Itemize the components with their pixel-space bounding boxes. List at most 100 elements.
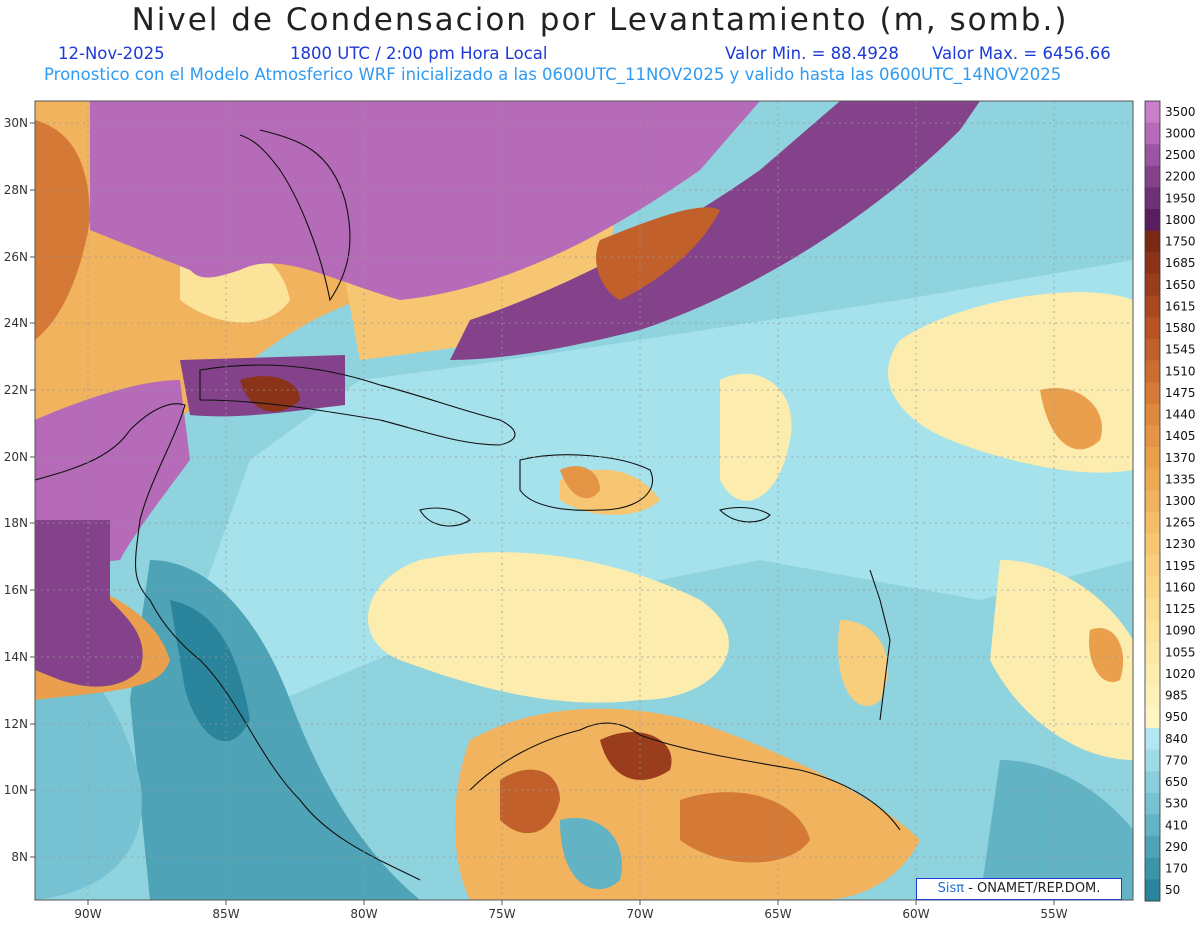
colorbar-swatch-1160 [1145,576,1160,599]
lat-tick-22N: 22N [4,383,28,397]
colorbar-label-1335: 1335 [1165,472,1196,486]
lat-tick-28N: 28N [4,183,28,197]
colorbar-swatch-1055 [1145,641,1160,664]
field-teal-pacific [35,640,142,900]
field-yellow-caribbean [367,552,729,703]
colorbar-label-840: 840 [1165,732,1188,746]
coast-cuba [199,364,516,446]
colorbar-label-1230: 1230 [1165,537,1196,551]
lat-tick-24N: 24N [4,316,28,330]
colorbar-swatch-770 [1145,749,1160,772]
colorbar-swatch-1685 [1145,252,1160,275]
coast-florida [239,129,351,302]
field-hispaniola-orange [560,466,600,499]
colorbar-label-1510: 1510 [1165,364,1196,378]
field-purple-guatemala [35,520,143,687]
colorbar-label-1580: 1580 [1165,321,1196,335]
colorbar-label-1090: 1090 [1165,624,1196,638]
colorbar-label-1300: 1300 [1165,494,1196,508]
map-frame [34,100,1134,901]
lon-tick-55W: 55W [1040,907,1067,921]
lon-tick-labels: 90W 85W 80W 75W 70W 65W 60W 55W [74,900,1068,921]
lat-tick-labels: 8N 10N 12N 14N 16N 18N 20N 22N 24N 26N 28N 30N [4,116,35,864]
colorbar-label-1750: 1750 [1165,235,1196,249]
colorbar-label-530: 530 [1165,797,1188,811]
lat-tick-8N: 8N [11,850,28,864]
time-label: 1800 UTC / 2:00 pm Hora Local [290,44,548,63]
credit-box: Sisπ - ONAMET/REP.DOM. [916,878,1122,900]
colorbar-swatch-530 [1145,792,1160,816]
colorbar-swatch-1615 [1145,295,1160,318]
colorbar-swatch-1750 [1145,230,1160,253]
colorbar-label-770: 770 [1165,753,1188,767]
colorbar-label-1440: 1440 [1165,408,1196,422]
colorbar-swatch-650 [1145,771,1160,794]
colorbar-swatch-1265 [1145,511,1160,534]
map-title: Nivel de Condensacion por Levantamiento … [131,2,1069,38]
colorbar-swatch-1800 [1145,209,1160,232]
colorbar-label-1405: 1405 [1165,429,1196,443]
colorbar-swatch-1125 [1145,598,1160,621]
lat-tick-26N: 26N [4,250,28,264]
field-purple-florida [90,101,760,300]
colorbar-swatch-50 [1145,879,1160,902]
lon-tick-70W: 70W [626,907,653,921]
colorbar-swatch-1440 [1145,403,1160,426]
colorbar-label-2500: 2500 [1165,148,1196,162]
colorbar-label-1125: 1125 [1165,602,1196,616]
field-texas-orange [35,120,90,340]
coast-hispaniola [519,454,654,511]
colorbar-swatch-1300 [1145,490,1160,513]
field-yellow-antilles [838,620,888,707]
credit-org: - ONAMET/REP.DOM. [968,881,1101,896]
colorbar-label-650: 650 [1165,775,1188,789]
colorbar-label-410: 410 [1165,818,1188,832]
coast-jamaica [419,507,471,527]
coast-puerto-rico [718,506,771,523]
colorbar-label-1020: 1020 [1165,667,1196,681]
max-value-label: Valor Max. = 6456.66 [932,44,1111,63]
colorbar-label-1475: 1475 [1165,386,1196,400]
colorbar-swatch-410 [1145,814,1160,837]
colorbar-swatch-950 [1145,706,1160,729]
colorbar-label-2200: 2200 [1165,170,1196,184]
colorbar-label-1615: 1615 [1165,299,1196,313]
colorbar-label-1950: 1950 [1165,191,1196,205]
colorbar-swatch-840 [1145,728,1160,751]
forecast-info: Pronostico con el Modelo Atmosferico WRF… [44,65,1062,84]
colorbar: 3500 3000 2500 2200 1950 1800 1750 1685 1650 1615… [1144,100,1196,902]
colorbar-label-1370: 1370 [1165,451,1196,465]
field-orange-east [1089,628,1124,682]
lat-tick-10N: 10N [4,783,28,797]
colorbar-label-50: 50 [1165,883,1180,897]
lat-tick-18N: 18N [4,516,28,530]
lon-tick-65W: 65W [764,907,791,921]
lon-tick-80W: 80W [350,907,377,921]
colorbar-swatch-1950 [1145,187,1160,210]
colorbar-swatch-1195 [1145,555,1160,578]
field-band-brown [596,207,720,300]
colorbar-swatch-3500 [1145,101,1160,124]
colorbar-swatch-1230 [1145,533,1160,556]
lon-tick-60W: 60W [902,907,929,921]
colorbar-swatch-1650 [1145,273,1160,297]
colorbar-label-3500: 3500 [1165,105,1196,119]
credit-sis: Sisπ [937,881,965,896]
colorbar-swatch-1580 [1145,317,1160,340]
colorbar-swatch-1475 [1145,382,1160,405]
colorbar-swatch-1510 [1145,360,1160,383]
colorbar-frame [1144,100,1161,902]
colorbar-label-1800: 1800 [1165,213,1196,227]
colorbar-swatch-1370 [1145,446,1160,470]
colorbar-swatch-3000 [1145,122,1160,145]
field-orange-atlantic [1040,388,1102,450]
field-venezuela-brown [600,731,672,780]
colorbar-label-1160: 1160 [1165,580,1196,594]
date-label: 12-Nov-2025 [58,44,165,63]
colorbar-swatch-2500 [1145,144,1160,167]
field-colombia-brown [500,769,560,834]
colorbar-label-1195: 1195 [1165,559,1196,573]
colorbar-swatch-985 [1145,684,1160,707]
colorbar-label-950: 950 [1165,710,1188,724]
colorbar-label-170: 170 [1165,862,1188,876]
